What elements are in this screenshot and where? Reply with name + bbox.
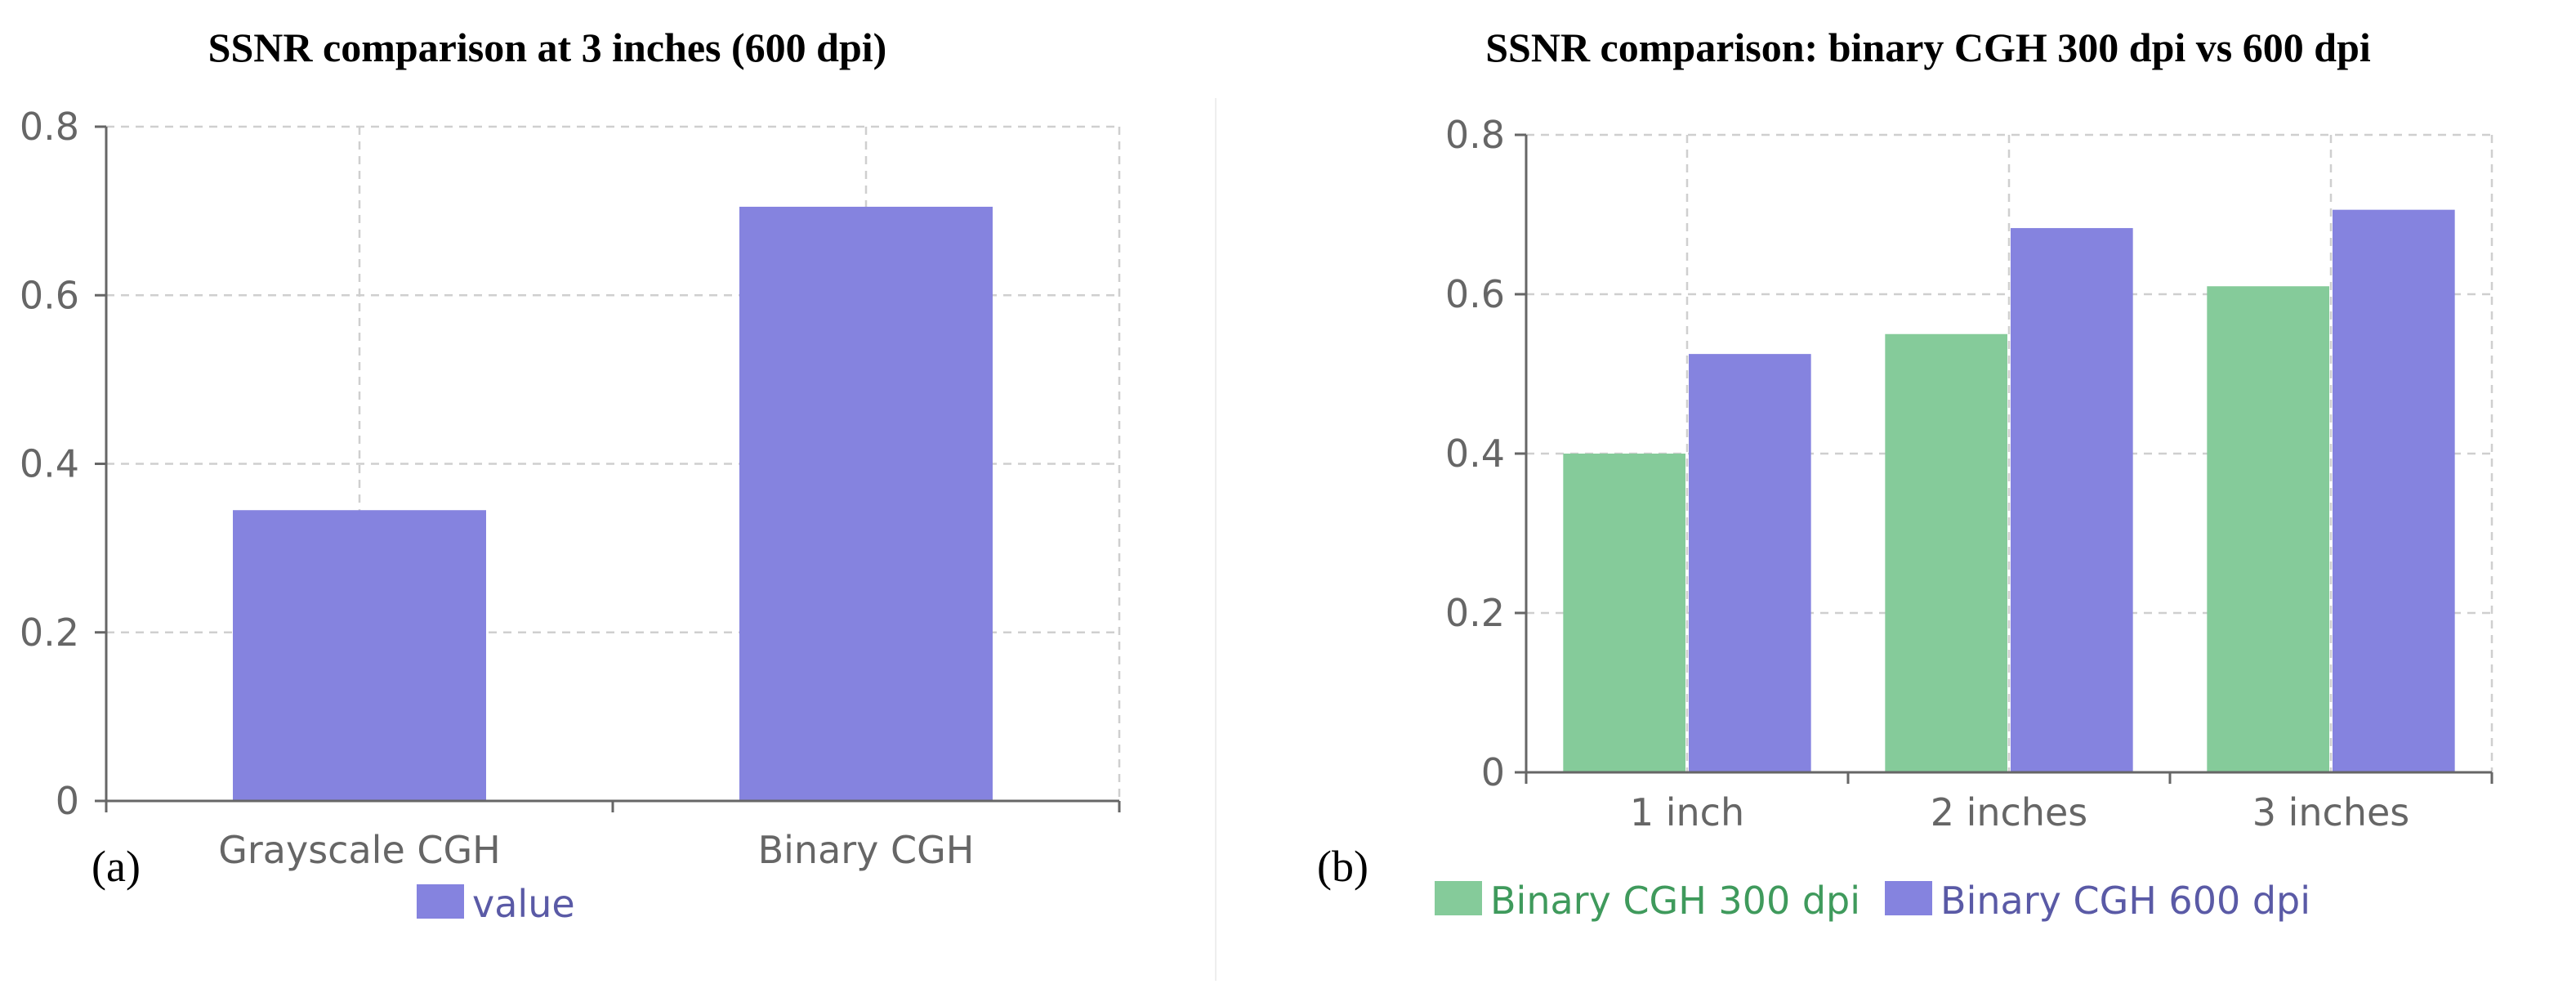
chart-b-title: SSNR comparison: binary CGH 300 dpi vs 6…	[1485, 25, 2371, 70]
chart-a-x-tick-labels: Grayscale CGH Binary CGH	[218, 828, 974, 872]
y-tick-label: 0.2	[20, 611, 79, 655]
y-tick-label: 0.2	[1445, 591, 1505, 635]
chart-a: SSNR comparison at 3 inches (600 dpi) 00…	[20, 25, 1121, 926]
chart-a-title: SSNR comparison at 3 inches (600 dpi)	[208, 25, 887, 70]
chart-a-axes	[95, 125, 1121, 812]
y-tick-label: 0.4	[20, 442, 79, 486]
x-tick-label: Binary CGH	[758, 828, 975, 872]
legend-label: Binary CGH 600 dpi	[1940, 879, 2310, 923]
legend-swatch	[1885, 881, 1933, 915]
legend-swatch	[1435, 881, 1482, 915]
bar-grayscale-cgh-value[interactable]	[233, 510, 486, 801]
y-tick-label: 0.4	[1445, 432, 1505, 476]
bar-3-inches-binary-cgh-600-dpi[interactable]	[2333, 209, 2455, 772]
bar-3-inches-binary-cgh-300-dpi[interactable]	[2207, 286, 2329, 772]
x-tick-label: 3 inches	[2252, 790, 2410, 834]
legend-swatch	[417, 884, 464, 919]
y-tick-label: 0	[56, 779, 79, 823]
chart-b-bars	[1563, 209, 2455, 772]
chart-a-bars	[233, 206, 993, 801]
legend-label: Binary CGH 300 dpi	[1490, 879, 1860, 923]
x-tick-label: 1 inch	[1630, 790, 1744, 834]
x-tick-label: 2 inches	[1931, 790, 2088, 834]
y-tick-label: 0.6	[1445, 272, 1505, 316]
y-tick-label: 0.8	[1445, 113, 1505, 157]
bar-binary-cgh-value[interactable]	[739, 206, 993, 801]
bar-2-inches-binary-cgh-600-dpi[interactable]	[2011, 228, 2133, 772]
chart-b-grid	[1526, 133, 2493, 772]
legend-label: value	[472, 882, 575, 926]
chart-a-legend[interactable]: value	[417, 882, 575, 926]
chart-b-panel-letter: (b)	[1317, 842, 1368, 891]
chart-b: SSNR comparison: binary CGH 300 dpi vs 6…	[1317, 25, 2493, 923]
chart-b-axes	[1515, 133, 2493, 784]
chart-b-legend[interactable]: Binary CGH 300 dpi Binary CGH 600 dpi	[1435, 879, 2310, 923]
chart-b-y-tick-labels: 0 0.2 0.4 0.6 0.8	[1445, 113, 1505, 794]
y-tick-label: 0.6	[20, 273, 79, 317]
chart-a-panel-letter: (a)	[92, 842, 141, 891]
bar-1-inch-binary-cgh-300-dpi[interactable]	[1563, 454, 1685, 772]
x-tick-label: Grayscale CGH	[218, 828, 500, 872]
chart-b-x-tick-labels: 1 inch 2 inches 3 inches	[1630, 790, 2409, 834]
bar-2-inches-binary-cgh-300-dpi[interactable]	[1885, 333, 2007, 772]
chart-a-y-tick-labels: 0 0.2 0.4 0.6 0.8	[20, 105, 79, 823]
bar-1-inch-binary-cgh-600-dpi[interactable]	[1689, 354, 1811, 772]
y-tick-label: 0	[1481, 750, 1505, 794]
y-tick-label: 0.8	[20, 105, 79, 149]
